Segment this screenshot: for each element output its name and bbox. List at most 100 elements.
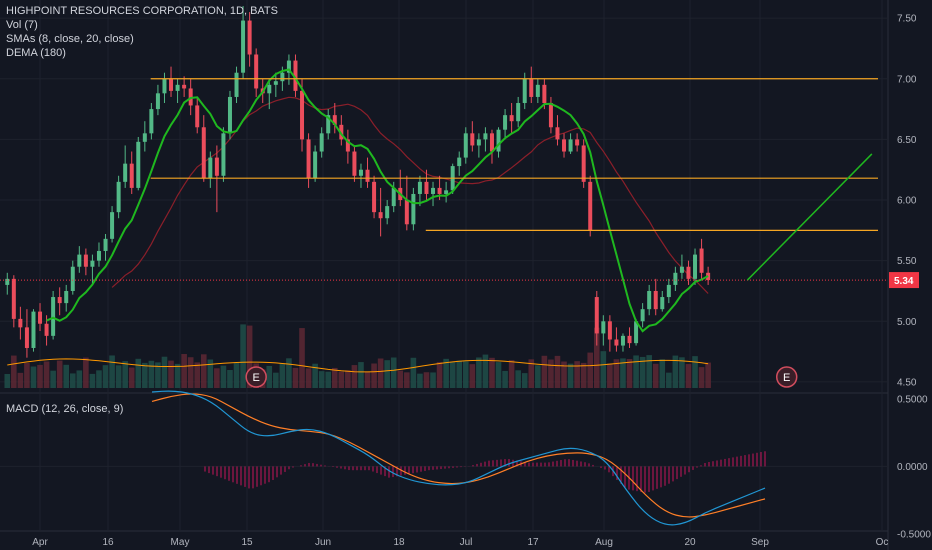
candle[interactable] [188,78,193,116]
earnings-marker[interactable]: E [775,366,798,388]
horizontal-levels[interactable] [0,78,888,281]
symbol-title[interactable]: HIGHPOINT RESOURCES CORPORATION, 1D, BAT… [6,5,278,17]
candle[interactable] [548,96,553,134]
vol-legend[interactable]: Vol (7) [6,19,38,31]
candle[interactable] [339,115,344,146]
candle[interactable] [234,66,239,104]
candle[interactable] [201,115,206,182]
candle[interactable] [142,121,147,152]
candle[interactable] [90,254,95,285]
candle[interactable] [640,303,645,328]
candle[interactable] [535,78,540,104]
candle[interactable] [653,278,658,316]
candle[interactable] [300,78,305,152]
candle[interactable] [470,121,475,152]
candle[interactable] [155,84,160,116]
candle[interactable] [123,145,128,188]
candle[interactable] [70,260,75,295]
candle[interactable] [221,127,226,182]
candle[interactable] [129,151,134,194]
earnings-marker[interactable]: E [245,366,267,388]
candle[interactable] [162,72,167,104]
candle[interactable] [241,6,246,79]
candle[interactable] [555,115,560,146]
candle[interactable] [503,109,508,140]
candle[interactable] [96,242,101,267]
candle[interactable] [509,103,514,134]
candle[interactable] [693,248,698,285]
candle[interactable] [352,145,357,182]
candle[interactable] [594,290,599,346]
candle[interactable] [699,238,704,279]
candle[interactable] [404,175,409,231]
candle[interactable] [136,136,141,191]
candle[interactable] [149,103,154,140]
candle[interactable] [457,151,462,176]
candle[interactable] [365,157,370,188]
candle[interactable] [24,309,29,358]
candle[interactable] [516,96,521,128]
candle[interactable] [332,103,337,134]
candle[interactable] [679,254,684,279]
sma-legend[interactable]: SMAs (8, close, 20, close) [6,33,134,45]
candle[interactable] [313,145,318,182]
candle[interactable] [195,96,200,134]
candle[interactable] [476,133,481,158]
candle[interactable] [417,175,422,207]
candle[interactable] [431,181,436,207]
candle[interactable] [647,284,652,316]
candle[interactable] [319,127,324,158]
candle[interactable] [83,248,88,276]
candle[interactable] [673,266,678,291]
candle[interactable] [358,163,363,188]
candle[interactable] [110,206,115,243]
candle[interactable] [326,109,331,140]
candle[interactable] [227,90,232,140]
macd-title[interactable]: MACD (12, 26, close, 9) [6,403,124,415]
candle[interactable] [614,327,619,352]
candle[interactable] [103,233,108,261]
candle[interactable] [444,181,449,203]
candle[interactable] [496,127,501,158]
candle[interactable] [686,260,691,285]
candle[interactable] [214,145,219,213]
candle[interactable] [293,54,298,97]
candle[interactable] [666,278,671,304]
candle[interactable] [483,127,488,152]
candle[interactable] [411,187,416,231]
candle[interactable] [247,12,252,67]
candle[interactable] [267,78,272,110]
candle[interactable] [522,72,527,110]
candle[interactable] [306,133,311,188]
candle[interactable] [627,327,632,348]
candle[interactable] [601,315,606,346]
dema-legend[interactable]: DEMA (180) [6,47,66,59]
candle[interactable] [607,315,612,352]
candle[interactable] [575,133,580,152]
candle[interactable] [385,200,390,225]
candle[interactable] [11,275,16,328]
candle[interactable] [634,318,639,346]
candle[interactable] [77,246,82,273]
candle[interactable] [489,129,494,164]
candle[interactable] [378,187,383,237]
candle[interactable] [5,272,10,295]
candle[interactable] [581,139,586,188]
candle[interactable] [529,66,534,104]
candle[interactable] [208,151,213,188]
candle[interactable] [568,133,573,154]
candle[interactable] [57,287,62,316]
candle[interactable] [51,290,56,340]
candles[interactable] [5,6,711,358]
projection-line[interactable] [746,153,873,281]
candle[interactable] [463,127,468,164]
candle[interactable] [660,290,665,312]
candle[interactable] [372,175,377,219]
candle[interactable] [345,129,350,164]
candle[interactable] [38,303,43,332]
candle[interactable] [273,72,278,97]
candle[interactable] [18,306,23,340]
candle[interactable] [169,66,174,97]
